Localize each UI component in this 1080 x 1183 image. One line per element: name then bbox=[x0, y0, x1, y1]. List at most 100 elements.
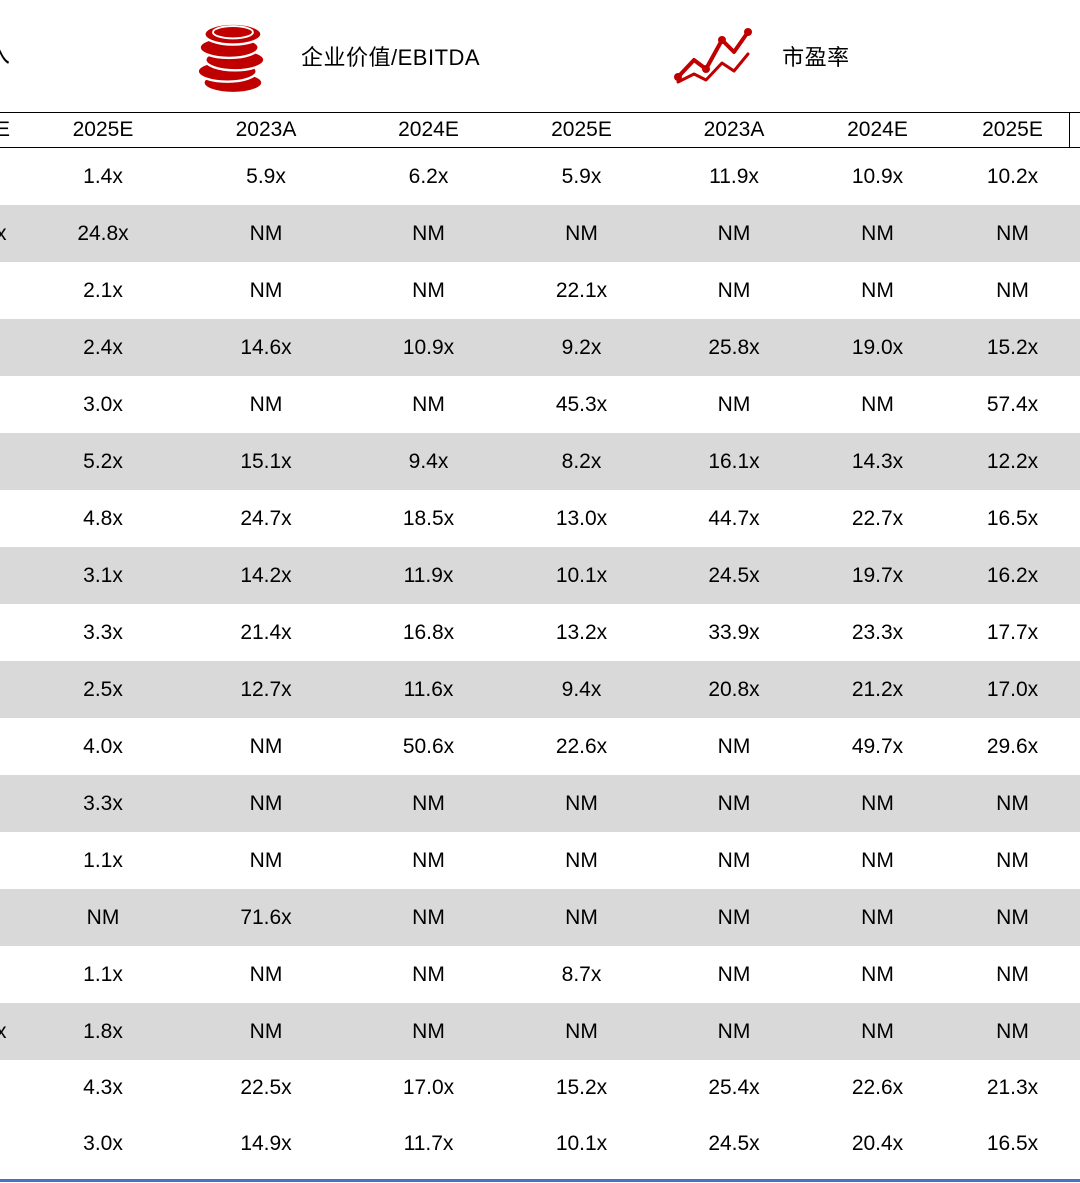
table-row: 3.0x 14.9x 11.7x 10.1x 24.5x 20.4x 16.5x bbox=[0, 1116, 1080, 1172]
table-cell: NM bbox=[996, 278, 1029, 302]
table-cell: NM bbox=[249, 848, 283, 872]
table-cell: 20.4x bbox=[851, 1132, 904, 1155]
table-cell: 3.3x bbox=[83, 620, 123, 644]
table-cell: NM bbox=[249, 1019, 283, 1043]
table-cell: 25.4x bbox=[708, 1076, 760, 1099]
table-cell: NM bbox=[861, 1019, 894, 1043]
table-cell: 24.5x bbox=[708, 563, 760, 587]
table-cell: 11.9x bbox=[403, 563, 454, 587]
column-header-pe-2025e: 2025E bbox=[982, 118, 1043, 141]
table-cell: 22.6x bbox=[851, 1076, 904, 1099]
table-cell: NM bbox=[412, 905, 445, 929]
table-cell: NM bbox=[861, 791, 894, 815]
table-cell: 5.9x bbox=[246, 164, 286, 188]
legend-label-ev-ebitda: 企业价值/EBITDA bbox=[301, 45, 481, 70]
table-cell: 17.0x bbox=[402, 1076, 455, 1099]
table-cell: 8.2x bbox=[561, 449, 602, 473]
table-cell: 13.0x bbox=[555, 506, 608, 530]
table-cell: 13.2x bbox=[555, 620, 608, 644]
table-cell: 22.6x bbox=[555, 734, 608, 758]
coins-icon bbox=[193, 15, 271, 97]
table-cell: NM bbox=[996, 221, 1029, 245]
table-cell: 4.8x bbox=[83, 506, 123, 530]
table-cell: 23.3x bbox=[851, 620, 904, 644]
table-cell: NM bbox=[249, 278, 283, 302]
table-cell: 18.5x bbox=[402, 506, 455, 530]
table-header-row: E 2025E 2023A 2024E 2025E 2023A 2024E 20… bbox=[0, 112, 1080, 148]
table-cell: 25.8x bbox=[708, 335, 760, 359]
table-cell: 4.3x bbox=[83, 1076, 123, 1099]
table-cell: NM bbox=[996, 791, 1029, 815]
table-cell: 17.7x bbox=[986, 620, 1039, 644]
table-cell: 33.9x bbox=[708, 620, 760, 644]
table-cell: 2.4x bbox=[83, 335, 123, 359]
table-cell: 3.3x bbox=[83, 791, 123, 815]
table-cell: 1.1x bbox=[83, 848, 123, 872]
table-cell: 49.7x bbox=[851, 734, 904, 758]
table-cell: NM bbox=[412, 791, 445, 815]
table-cell: NM bbox=[996, 848, 1029, 872]
table-cell: NM bbox=[412, 392, 445, 416]
table-cell: NM bbox=[717, 1019, 751, 1043]
table-cell: 17.0x bbox=[986, 677, 1039, 701]
table-cell: NM bbox=[861, 848, 894, 872]
table-cell: 9.2x bbox=[561, 335, 602, 359]
table-row: 4.3x 22.5x 17.0x 15.2x 25.4x 22.6x 21.3x bbox=[0, 1060, 1080, 1116]
table-cell: 10.1x bbox=[555, 1132, 608, 1155]
table-cell: NM bbox=[412, 1019, 445, 1043]
table-cell: NM bbox=[861, 905, 894, 929]
table-cell: 1.4x bbox=[83, 164, 123, 188]
table-cell: 16.2x bbox=[986, 563, 1039, 587]
table-cell: NM bbox=[996, 962, 1029, 986]
table-cell: 2.1x bbox=[83, 278, 123, 302]
header-right-border bbox=[1068, 113, 1070, 147]
table-cell: 14.2x bbox=[240, 563, 292, 587]
table-cell: NM bbox=[249, 734, 283, 758]
table-cell: NM bbox=[717, 848, 751, 872]
table-cell: NM bbox=[861, 221, 894, 245]
table-cell: NM bbox=[86, 905, 120, 929]
cropped-cell-fragment: x bbox=[0, 1019, 7, 1043]
table-cell: 14.9x bbox=[240, 1132, 292, 1155]
table-cell: 5.2x bbox=[83, 449, 123, 473]
table-cell: NM bbox=[412, 221, 445, 245]
column-header-ev-ebitda-2025e: 2025E bbox=[551, 118, 612, 141]
table-cell: NM bbox=[565, 905, 598, 929]
table-body: 1.4x 5.9x 6.2x 5.9x 11.9x 10.9x 10.2x x … bbox=[0, 148, 1080, 1060]
table-row: 1.1x NM NM 8.7x NM NM NM bbox=[0, 946, 1080, 1003]
table-row: 2.1x NM NM 22.1x NM NM NM bbox=[0, 262, 1080, 319]
table-cell: 24.7x bbox=[240, 506, 292, 530]
table-cell: 10.1x bbox=[555, 563, 608, 587]
table-cell: 12.2x bbox=[986, 449, 1039, 473]
table-cell: NM bbox=[412, 962, 445, 986]
table-row: 4.0x NM 50.6x 22.6x NM 49.7x 29.6x bbox=[0, 718, 1080, 775]
legend-bar: 入 企业价值/EBITDA bbox=[0, 0, 1080, 112]
table-cell: 21.4x bbox=[240, 620, 292, 644]
table-cell: 4.0x bbox=[83, 734, 123, 758]
table-cell: NM bbox=[717, 905, 751, 929]
legend-label-pe: 市盈率 bbox=[782, 45, 850, 70]
table-cell: NM bbox=[717, 791, 751, 815]
table-cell: 22.1x bbox=[555, 278, 608, 302]
table-cell: 9.4x bbox=[561, 677, 602, 701]
table-cell: 16.1x bbox=[708, 449, 760, 473]
table-cell: 29.6x bbox=[986, 734, 1039, 758]
table-row: 2.5x 12.7x 11.6x 9.4x 20.8x 21.2x 17.0x bbox=[0, 661, 1080, 718]
table-cell: 16.5x bbox=[986, 506, 1039, 530]
table-cell: 45.3x bbox=[555, 392, 608, 416]
table-cell: 6.2x bbox=[408, 164, 449, 188]
table-cell: NM bbox=[717, 221, 751, 245]
table-row: 2.4x 14.6x 10.9x 9.2x 25.8x 19.0x 15.2x bbox=[0, 319, 1080, 376]
table-cell: 1.8x bbox=[83, 1019, 123, 1043]
table-cell: NM bbox=[565, 1019, 598, 1043]
table-cell: NM bbox=[412, 848, 445, 872]
cropped-legend-label-fragment: 入 bbox=[0, 34, 10, 69]
table-row: 5.2x 15.1x 9.4x 8.2x 16.1x 14.3x 12.2x bbox=[0, 433, 1080, 490]
table-cell: NM bbox=[412, 278, 445, 302]
table-cell: 57.4x bbox=[986, 392, 1039, 416]
column-header-pe-2023a: 2023A bbox=[703, 118, 765, 141]
table-cell: 14.3x bbox=[851, 449, 904, 473]
table-row: 1.4x 5.9x 6.2x 5.9x 11.9x 10.9x 10.2x bbox=[0, 148, 1080, 205]
table-cell: NM bbox=[861, 278, 894, 302]
table-cell: 19.0x bbox=[851, 335, 904, 359]
